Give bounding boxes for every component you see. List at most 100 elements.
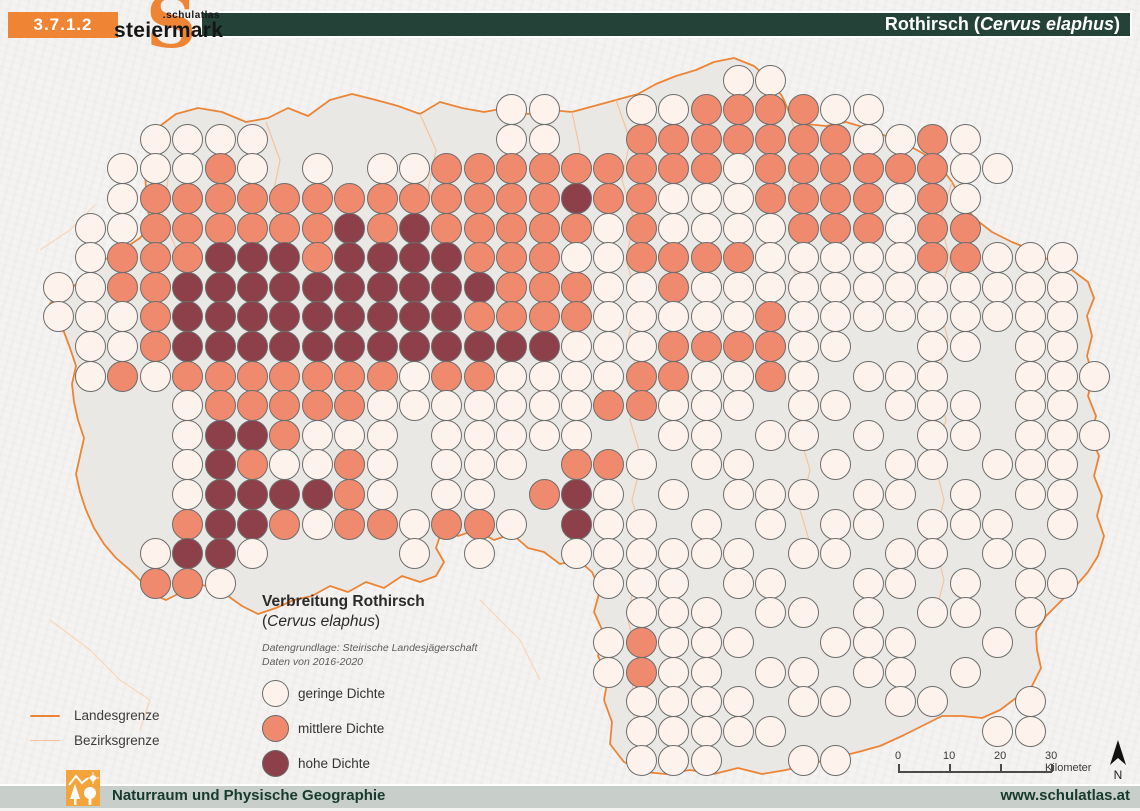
legend-item-low: geringe Dichte bbox=[262, 679, 492, 707]
density-dot bbox=[301, 182, 333, 214]
logo-text-schulatlas: schulatlas bbox=[163, 10, 220, 21]
density-dot bbox=[269, 449, 301, 481]
footer-website-link[interactable]: www.schulatlas.at bbox=[1000, 787, 1131, 804]
density-dot bbox=[42, 271, 74, 303]
density-dot bbox=[107, 301, 139, 333]
density-dot bbox=[884, 390, 916, 422]
boundary-legend: Landesgrenze Bezirksgrenze bbox=[30, 703, 160, 753]
density-dot bbox=[172, 478, 204, 510]
scale-label-10: 10 bbox=[943, 750, 956, 762]
density-dot bbox=[690, 360, 722, 392]
density-dot bbox=[852, 626, 884, 658]
density-dot bbox=[625, 271, 657, 303]
density-dot bbox=[755, 715, 787, 747]
density-dot bbox=[884, 656, 916, 688]
density-dot bbox=[1014, 567, 1046, 599]
density-dot bbox=[852, 656, 884, 688]
density-dot bbox=[463, 301, 495, 333]
density-dot bbox=[820, 686, 852, 718]
density-dot bbox=[431, 153, 463, 185]
density-dot bbox=[204, 330, 236, 362]
density-dot bbox=[236, 271, 268, 303]
density-dot bbox=[722, 301, 754, 333]
density-dot bbox=[431, 301, 463, 333]
density-dot bbox=[658, 390, 690, 422]
density-dot bbox=[690, 94, 722, 126]
density-dot bbox=[560, 360, 592, 392]
density-dot bbox=[496, 242, 528, 274]
density-dot bbox=[1014, 419, 1046, 451]
density-dot bbox=[820, 242, 852, 274]
density-dot bbox=[852, 271, 884, 303]
density-dot bbox=[301, 271, 333, 303]
density-dot bbox=[236, 182, 268, 214]
density-dot bbox=[463, 538, 495, 570]
density-dot bbox=[852, 360, 884, 392]
density-dot bbox=[172, 271, 204, 303]
density-dot bbox=[593, 626, 625, 658]
density-dot bbox=[398, 271, 430, 303]
density-dot bbox=[917, 538, 949, 570]
density-dot bbox=[820, 449, 852, 481]
density-dot bbox=[139, 182, 171, 214]
legend-item-label: hohe Dichte bbox=[298, 755, 371, 771]
density-dot bbox=[204, 567, 236, 599]
density-dot bbox=[884, 686, 916, 718]
density-dot bbox=[755, 478, 787, 510]
density-dot bbox=[496, 123, 528, 155]
density-dot bbox=[787, 182, 819, 214]
density-dot bbox=[496, 390, 528, 422]
density-dot bbox=[334, 390, 366, 422]
density-dot bbox=[366, 242, 398, 274]
density-dot bbox=[560, 182, 592, 214]
density-dot bbox=[658, 745, 690, 777]
density-dot bbox=[1014, 242, 1046, 274]
density-dot bbox=[852, 123, 884, 155]
boundary-legend-landesgrenze: Landesgrenze bbox=[30, 703, 160, 728]
density-dot bbox=[1079, 360, 1111, 392]
density-dot bbox=[398, 212, 430, 244]
density-dot bbox=[625, 153, 657, 185]
density-dot bbox=[398, 508, 430, 540]
density-dot bbox=[852, 419, 884, 451]
density-dot bbox=[398, 390, 430, 422]
density-dot bbox=[852, 567, 884, 599]
density-dot bbox=[787, 242, 819, 274]
density-dot bbox=[658, 626, 690, 658]
density-dot bbox=[366, 360, 398, 392]
density-dot bbox=[366, 390, 398, 422]
density-dot bbox=[204, 419, 236, 451]
density-dot bbox=[463, 390, 495, 422]
density-dot bbox=[593, 330, 625, 362]
density-dot bbox=[625, 123, 657, 155]
density-dot bbox=[463, 419, 495, 451]
density-dot bbox=[982, 271, 1014, 303]
density-dot bbox=[755, 419, 787, 451]
density-dot bbox=[625, 597, 657, 629]
density-dot bbox=[139, 567, 171, 599]
density-dot bbox=[496, 360, 528, 392]
density-dot bbox=[722, 64, 754, 96]
density-dot bbox=[366, 212, 398, 244]
density-dot bbox=[463, 271, 495, 303]
scale-bar-line bbox=[898, 771, 1052, 773]
density-dot bbox=[852, 94, 884, 126]
density-dot bbox=[1014, 538, 1046, 570]
density-dot bbox=[755, 330, 787, 362]
density-dot bbox=[366, 301, 398, 333]
density-dot bbox=[658, 360, 690, 392]
density-dot bbox=[722, 715, 754, 747]
density-dot bbox=[690, 626, 722, 658]
low-density-swatch-icon bbox=[262, 679, 289, 707]
density-dot bbox=[917, 360, 949, 392]
density-dot bbox=[722, 360, 754, 392]
density-dot bbox=[463, 449, 495, 481]
density-dot bbox=[431, 419, 463, 451]
density-dot bbox=[496, 94, 528, 126]
density-dot bbox=[301, 153, 333, 185]
boundary-legend-label: Landesgrenze bbox=[74, 708, 160, 723]
density-dot bbox=[787, 212, 819, 244]
inset-legend-subtitle: (Cervus elaphus) bbox=[262, 613, 381, 631]
density-dot bbox=[787, 271, 819, 303]
